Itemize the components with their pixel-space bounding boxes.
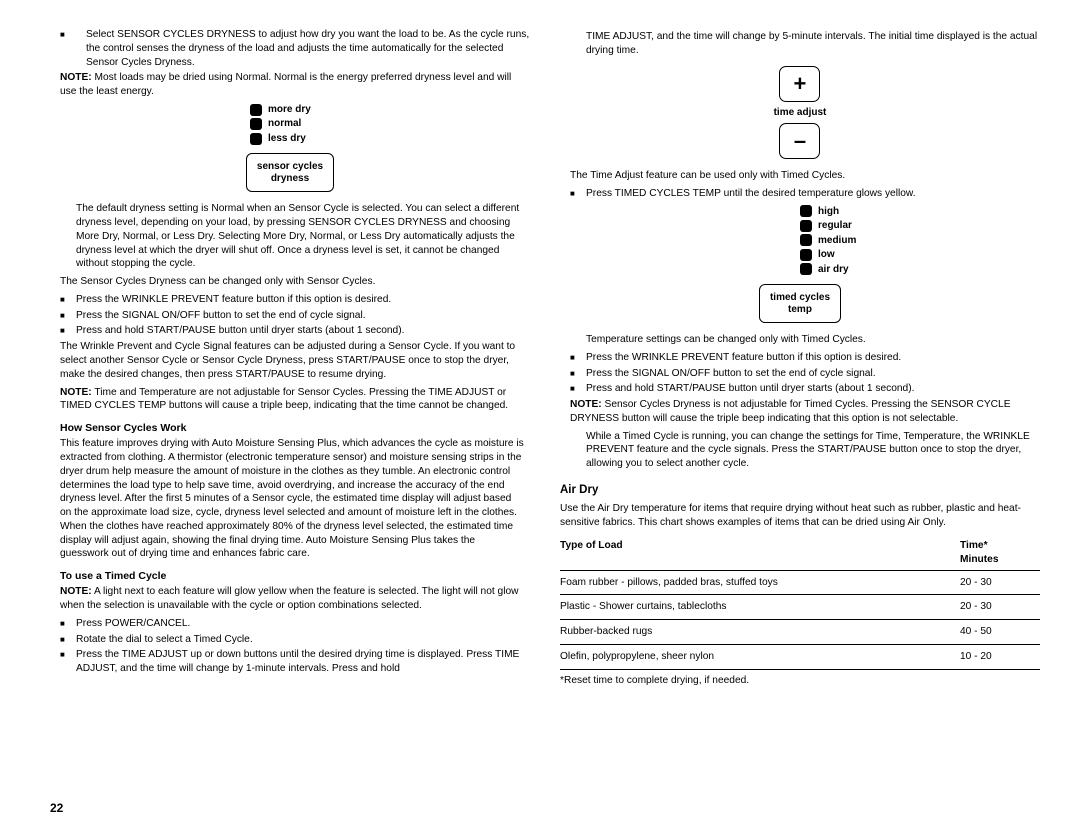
note-text: A light next to each feature will glow y… [60, 586, 519, 611]
option-icon [800, 234, 812, 246]
option-more-dry: more dry [250, 103, 530, 117]
option-label: more dry [268, 103, 311, 117]
option-normal: normal [250, 117, 530, 131]
dryness-options: more dry normal less dry [50, 103, 530, 146]
option-medium: medium [800, 234, 1040, 248]
list-item: Rotate the dial to select a Timed Cycle. [50, 633, 530, 647]
option-icon [800, 263, 812, 275]
option-icon [800, 249, 812, 261]
plus-button: + [779, 66, 820, 102]
option-icon [800, 205, 812, 217]
option-regular: regular [800, 219, 1040, 233]
option-icon [250, 133, 262, 145]
section-heading-air-dry: Air Dry [560, 483, 1040, 499]
table-cell: Rubber-backed rugs [560, 620, 960, 645]
option-less-dry: less dry [250, 132, 530, 146]
table-cell: Olefin, polypropylene, sheer nylon [560, 644, 960, 669]
paragraph: Use the Air Dry temperature for items th… [560, 502, 1040, 530]
time-adjust-label: time adjust [774, 106, 827, 120]
note: NOTE: A light next to each feature will … [50, 585, 530, 613]
table-cell: 40 - 50 [960, 620, 1040, 645]
note-label: NOTE: [60, 72, 92, 83]
list-item: Press the WRINKLE PREVENT feature button… [560, 351, 1040, 365]
continuation-text: TIME ADJUST, and the time will change by… [560, 30, 1040, 58]
paragraph: The default dryness setting is Normal wh… [50, 202, 530, 271]
left-column: Select SENSOR CYCLES DRYNESS to adjust h… [50, 28, 530, 687]
table-cell: 20 - 30 [960, 595, 1040, 620]
table-cell: 20 - 30 [960, 570, 1040, 595]
option-air-dry: air dry [800, 263, 1040, 277]
option-icon [800, 220, 812, 232]
minus-button: – [779, 123, 820, 159]
list-item: Press the WRINKLE PREVENT feature button… [50, 293, 530, 307]
list-item: Press POWER/CANCEL. [50, 617, 530, 631]
table-row: Foam rubber - pillows, padded bras, stuf… [560, 570, 1040, 595]
table-footnote: *Reset time to complete drying, if neede… [560, 674, 1040, 688]
list-item: Press and hold START/PAUSE button until … [560, 382, 1040, 396]
paragraph: The Sensor Cycles Dryness can be changed… [50, 275, 530, 289]
table-row: Plastic - Shower curtains, tablecloths20… [560, 595, 1040, 620]
option-label: low [818, 248, 835, 262]
table-cell: 10 - 20 [960, 644, 1040, 669]
time-adjust-control: + time adjust – [774, 66, 827, 160]
paragraph: Temperature settings can be changed only… [560, 333, 1040, 347]
table-row: Rubber-backed rugs40 - 50 [560, 620, 1040, 645]
list-item: Press the SIGNAL ON/OFF button to set th… [50, 309, 530, 323]
air-dry-table: Type of Load Time*Minutes Foam rubber - … [560, 536, 1040, 670]
note-label: NOTE: [60, 387, 92, 398]
paragraph: The Wrinkle Prevent and Cycle Signal fea… [50, 340, 530, 381]
table-cell: Foam rubber - pillows, padded bras, stuf… [560, 570, 960, 595]
paragraph: This feature improves drying with Auto M… [50, 437, 530, 561]
subheading-how-sensor-cycles: How Sensor Cycles Work [50, 421, 530, 435]
temp-options: high regular medium low air dry [560, 205, 1040, 277]
option-label: high [818, 205, 839, 219]
table-header: Time*Minutes [960, 536, 1040, 570]
option-label: regular [818, 219, 852, 233]
list-item: Select SENSOR CYCLES DRYNESS to adjust h… [50, 28, 530, 69]
list-item: Press the TIME ADJUST up or down buttons… [50, 648, 530, 676]
option-low: low [800, 248, 1040, 262]
sensor-cycles-dryness-button: sensor cyclesdryness [246, 153, 334, 192]
page-number: 22 [50, 800, 63, 816]
timed-cycles-temp-button: timed cyclestemp [759, 284, 841, 323]
note: NOTE: Sensor Cycles Dryness is not adjus… [560, 398, 1040, 426]
list-item: Press and hold START/PAUSE button until … [50, 324, 530, 338]
option-label: medium [818, 234, 856, 248]
note-text: Sensor Cycles Dryness is not adjustable … [570, 399, 1011, 424]
list-item: Press TIMED CYCLES TEMP until the desire… [560, 187, 1040, 201]
option-high: high [800, 205, 1040, 219]
option-label: air dry [818, 263, 849, 277]
right-column: TIME ADJUST, and the time will change by… [560, 28, 1040, 687]
paragraph: While a Timed Cycle is running, you can … [560, 430, 1040, 471]
table-cell: Plastic - Shower curtains, tablecloths [560, 595, 960, 620]
table-row: Olefin, polypropylene, sheer nylon10 - 2… [560, 644, 1040, 669]
note: NOTE: Most loads may be dried using Norm… [50, 71, 530, 99]
option-label: less dry [268, 132, 306, 146]
note-label: NOTE: [570, 399, 602, 410]
table-header: Type of Load [560, 536, 960, 570]
note-text: Time and Temperature are not adjustable … [60, 387, 508, 412]
note-label: NOTE: [60, 586, 92, 597]
option-label: normal [268, 117, 301, 131]
paragraph: The Time Adjust feature can be used only… [560, 169, 1040, 183]
option-icon [250, 118, 262, 130]
option-icon [250, 104, 262, 116]
list-item: Press the SIGNAL ON/OFF button to set th… [560, 367, 1040, 381]
note: NOTE: Time and Temperature are not adjus… [50, 386, 530, 414]
subheading-timed-cycle: To use a Timed Cycle [50, 569, 530, 583]
note-text: Most loads may be dried using Normal. No… [60, 72, 511, 97]
